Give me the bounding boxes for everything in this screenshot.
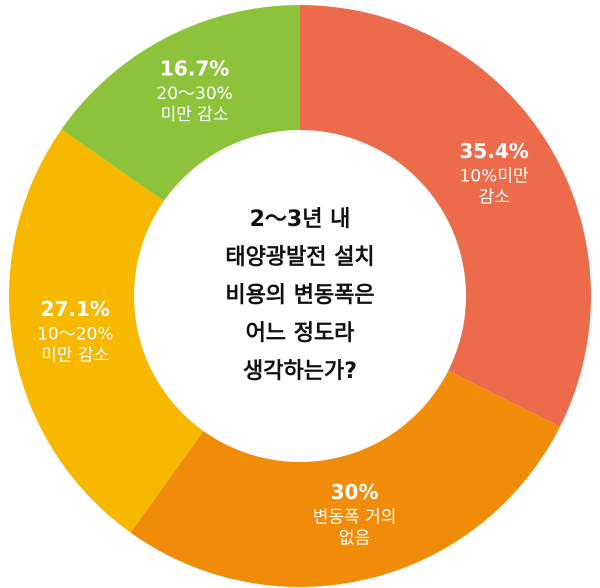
value-label: 30% xyxy=(331,480,379,504)
category-label: 미만 감소 xyxy=(41,346,109,366)
category-label: 감소 xyxy=(478,187,509,207)
category-label: 변동폭 거의 xyxy=(313,507,397,527)
category-label: 10%미만 xyxy=(460,166,529,186)
chart-title: 생각하는가? xyxy=(243,359,357,384)
chart-title: 어느 정도라 xyxy=(246,321,356,346)
category-label: 미만 감소 xyxy=(161,105,229,125)
chart-title: 비용의 변동폭은 xyxy=(225,283,374,308)
value-label: 27.1% xyxy=(41,297,110,321)
donut-segment xyxy=(130,370,560,587)
chart-title: 태양광발전 설치 xyxy=(225,245,374,270)
category-label: 10～20% xyxy=(37,325,113,345)
category-label: 20～30% xyxy=(156,84,232,104)
category-label: 없음 xyxy=(339,528,370,548)
value-label: 16.7% xyxy=(160,56,229,80)
chart-title: 2～3년 내 xyxy=(250,207,351,232)
donut-segment xyxy=(9,129,204,533)
value-label: 35.4% xyxy=(459,139,528,163)
donut-segment xyxy=(300,5,592,427)
donut-segment xyxy=(61,5,301,201)
